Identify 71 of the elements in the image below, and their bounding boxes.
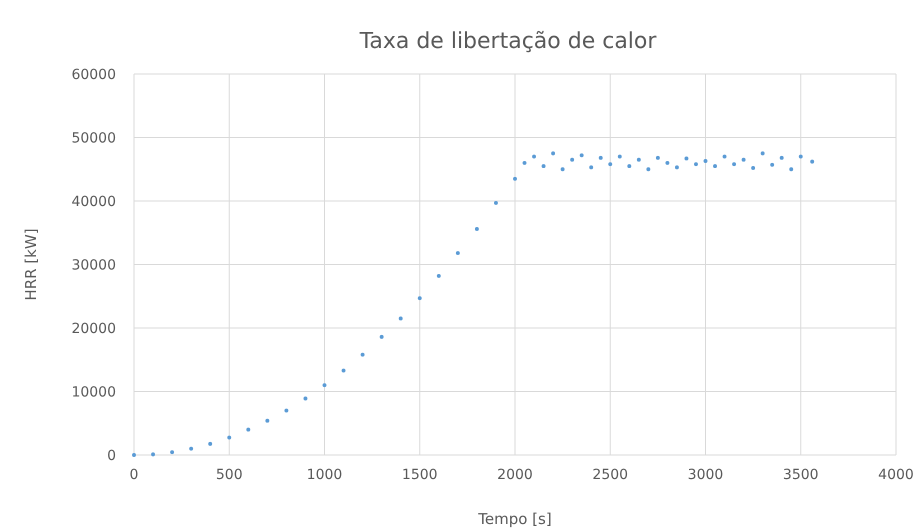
- x-tick-label: 2500: [592, 467, 628, 483]
- point: [227, 436, 232, 440]
- point: [542, 164, 546, 168]
- point: [532, 154, 536, 158]
- point: [570, 158, 574, 162]
- point: [810, 160, 814, 164]
- point: [770, 162, 774, 167]
- point: [780, 156, 784, 160]
- point: [474, 226, 479, 231]
- point: [722, 154, 727, 158]
- point: [494, 200, 498, 205]
- x-tick-label: 500: [216, 467, 243, 483]
- y-tick-label: 10000: [71, 384, 116, 400]
- point: [522, 160, 526, 165]
- y-tick-label: 50000: [71, 130, 116, 146]
- point: [580, 153, 584, 158]
- point: [732, 162, 736, 166]
- y-tick-label: 30000: [71, 258, 116, 274]
- point: [284, 408, 288, 412]
- point: [618, 154, 622, 158]
- point: [598, 156, 603, 160]
- point: [646, 167, 650, 172]
- point: [798, 154, 803, 158]
- point: [589, 165, 594, 170]
- point: [322, 383, 326, 388]
- x-axis-title: Tempo [s]: [477, 510, 552, 528]
- point: [246, 428, 250, 432]
- point: [551, 151, 556, 156]
- point: [742, 158, 746, 162]
- point: [513, 176, 517, 181]
- x-tick-label: 3500: [782, 467, 819, 483]
- y-axis-title: HRR [kW]: [22, 228, 40, 301]
- y-tick-label: 20000: [71, 321, 116, 337]
- point: [656, 156, 660, 160]
- point: [608, 162, 612, 166]
- point: [627, 164, 632, 168]
- x-tick-label: 2000: [497, 467, 533, 483]
- point: [713, 164, 717, 168]
- y-tick-label: 60000: [71, 67, 116, 83]
- point: [380, 334, 384, 339]
- point: [170, 450, 174, 454]
- point: [208, 442, 212, 446]
- point: [456, 251, 460, 256]
- point: [694, 162, 698, 166]
- point: [151, 452, 156, 456]
- point: [303, 396, 308, 400]
- chart-title: Taxa de libertação de calor: [358, 29, 658, 54]
- point: [436, 274, 441, 278]
- y-tick-label: 0: [107, 448, 116, 464]
- point: [704, 159, 708, 163]
- point: [342, 368, 346, 372]
- x-tick-label: 3000: [688, 467, 724, 483]
- x-tick-label: 0: [130, 467, 138, 483]
- x-tick-label: 1000: [306, 467, 342, 483]
- x-tick-label: 4000: [878, 467, 914, 483]
- point: [665, 160, 670, 165]
- point: [636, 158, 641, 162]
- point: [189, 446, 194, 451]
- point: [398, 316, 403, 320]
- point: [560, 167, 565, 172]
- x-tick-label: 1500: [402, 467, 438, 483]
- point: [684, 156, 688, 160]
- point: [760, 151, 765, 156]
- point: [674, 165, 679, 170]
- point: [265, 418, 270, 423]
- point: [418, 296, 422, 300]
- point: [751, 166, 756, 170]
- point: [789, 167, 794, 172]
- point: [360, 352, 365, 357]
- point: [132, 453, 136, 457]
- y-tick-label: 40000: [71, 194, 116, 210]
